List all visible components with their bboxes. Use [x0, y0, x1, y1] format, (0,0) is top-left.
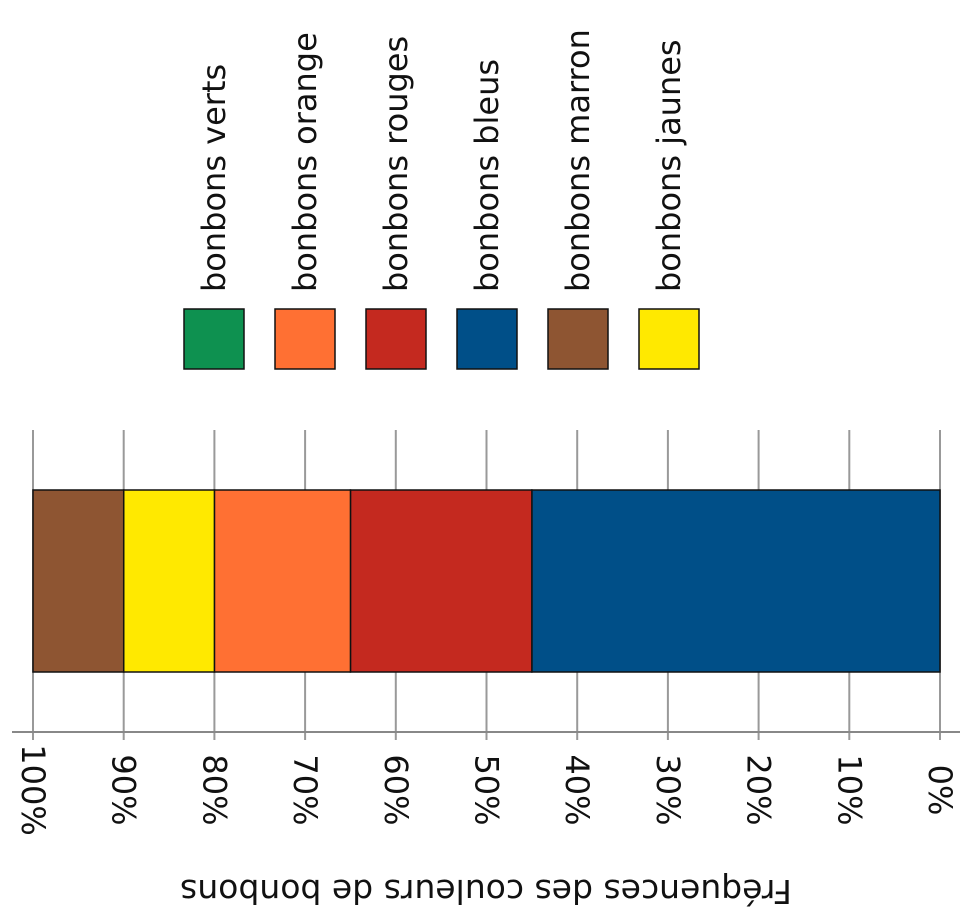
legend-label: bonbons verts [195, 64, 233, 292]
tick-labels: 0% 10% 20% 30% 40% 50% 60% 70% 80% 90% 100% [14, 744, 959, 835]
tick-label: 60% [377, 754, 415, 825]
legend-label: bonbons jaunes [650, 39, 688, 292]
tick-label: 30% [649, 754, 687, 825]
legend-swatch [274, 308, 336, 370]
legend-swatch [456, 308, 518, 370]
legend-swatch [183, 308, 245, 370]
x-axis-label: Fréquences des couleurs de bonbons [180, 872, 792, 911]
legend: bonbons verts bonbons orange bonbons rouge… [183, 29, 700, 370]
bar-segment [349, 489, 533, 673]
legend-swatch [365, 308, 427, 370]
bar-segments [32, 489, 941, 673]
tick-label: 90% [105, 754, 143, 825]
tick-label: 0% [921, 765, 959, 816]
bar-segment [531, 489, 941, 673]
tick-label: 70% [286, 754, 324, 825]
tick-label: 100% [14, 744, 52, 835]
legend-swatch [638, 308, 700, 370]
tick-label: 20% [740, 754, 778, 825]
bar-segment [122, 489, 216, 673]
legend-label: bonbons marron [559, 29, 597, 292]
legend-label: bonbons bleus [468, 59, 506, 292]
tick-label: 40% [558, 754, 596, 825]
legend-swatch [547, 308, 609, 370]
bar-segment [213, 489, 352, 673]
tick-label: 10% [830, 754, 868, 825]
legend-label: bonbons rouges [377, 36, 415, 292]
tick-label: 80% [195, 754, 233, 825]
bar-segment [32, 489, 125, 673]
legend-label: bonbons orange [286, 32, 324, 292]
tick-label: 50% [468, 754, 506, 825]
